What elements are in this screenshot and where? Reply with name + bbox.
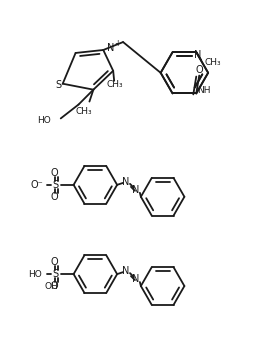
Text: CH₃: CH₃ <box>107 80 124 89</box>
Text: N: N <box>122 266 130 276</box>
Text: CH₃: CH₃ <box>204 58 221 67</box>
Text: CH₃: CH₃ <box>75 107 92 116</box>
Text: NH: NH <box>197 86 211 95</box>
Text: N: N <box>194 50 201 60</box>
Text: +: + <box>114 38 120 48</box>
Text: HO: HO <box>28 270 42 279</box>
Text: N: N <box>107 43 115 53</box>
Text: HO: HO <box>37 116 51 125</box>
Text: O: O <box>50 192 58 202</box>
Text: S: S <box>56 80 62 90</box>
Text: N: N <box>122 177 130 187</box>
Text: S: S <box>53 180 59 190</box>
Text: O: O <box>195 65 203 74</box>
Text: N: N <box>132 274 140 284</box>
Text: O: O <box>50 281 58 291</box>
Text: O: O <box>50 257 58 267</box>
Text: OH: OH <box>45 281 59 290</box>
Text: N: N <box>132 185 140 195</box>
Text: O⁻: O⁻ <box>30 180 43 190</box>
Text: O: O <box>50 168 58 178</box>
Text: S: S <box>53 269 59 279</box>
